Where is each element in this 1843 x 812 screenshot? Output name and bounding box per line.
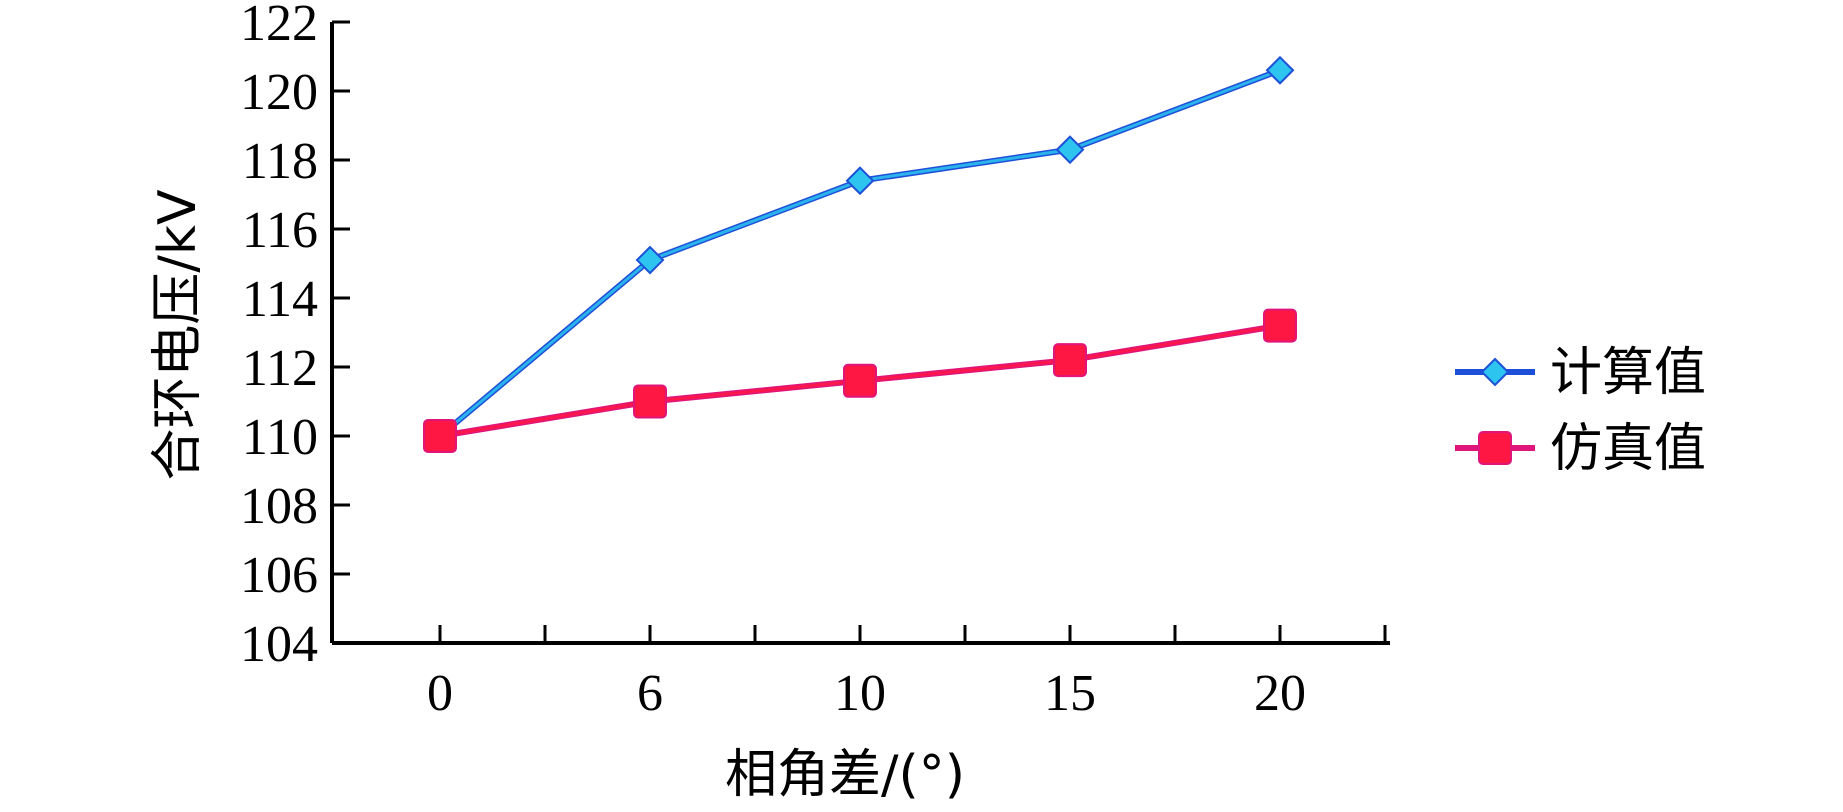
legend-label: 仿真值	[1550, 419, 1706, 479]
data-point-diamond	[845, 166, 875, 196]
y-tick-label: 106	[240, 547, 318, 604]
data-point-square	[1053, 343, 1087, 378]
y-tick-label: 104	[240, 616, 318, 673]
data-point-diamond	[1055, 135, 1085, 165]
x-ticks: 0 6 10 15 20	[427, 625, 1387, 722]
y-ticks: 104 106 108 110 112 114 116 118 120 122	[240, 0, 350, 673]
data-point-square	[843, 363, 877, 398]
data-point-square	[423, 419, 457, 453]
x-axis-label: 相角差/(°)	[725, 745, 965, 805]
y-tick-label: 120	[240, 64, 318, 121]
data-point-diamond	[1265, 55, 1295, 85]
series-layer	[423, 55, 1297, 453]
legend-item: 计算值	[1455, 343, 1706, 403]
x-tick-label: 20	[1254, 665, 1306, 722]
data-point-diamond	[1480, 357, 1510, 387]
data-point-diamond	[635, 245, 665, 275]
series-1	[425, 55, 1295, 451]
data-point-square	[1478, 431, 1512, 465]
x-tick-label: 0	[427, 665, 453, 722]
x-tick-label: 10	[834, 665, 886, 722]
legend-label: 计算值	[1550, 343, 1706, 403]
y-axis-label: 合环电压/kV	[148, 189, 208, 481]
y-tick-label: 118	[242, 133, 318, 190]
y-tick-label: 110	[242, 409, 318, 466]
data-point-square	[1263, 308, 1297, 343]
legend-item: 仿真值	[1455, 419, 1706, 479]
x-tick-label: 15	[1044, 665, 1096, 722]
y-tick-label: 122	[240, 0, 318, 52]
y-tick-label: 112	[242, 340, 318, 397]
x-tick-label: 6	[637, 665, 663, 722]
y-tick-label: 108	[240, 478, 318, 535]
series-2	[423, 308, 1297, 453]
data-point-square	[633, 384, 667, 419]
y-tick-label: 116	[242, 202, 318, 259]
y-tick-label: 114	[242, 271, 318, 328]
